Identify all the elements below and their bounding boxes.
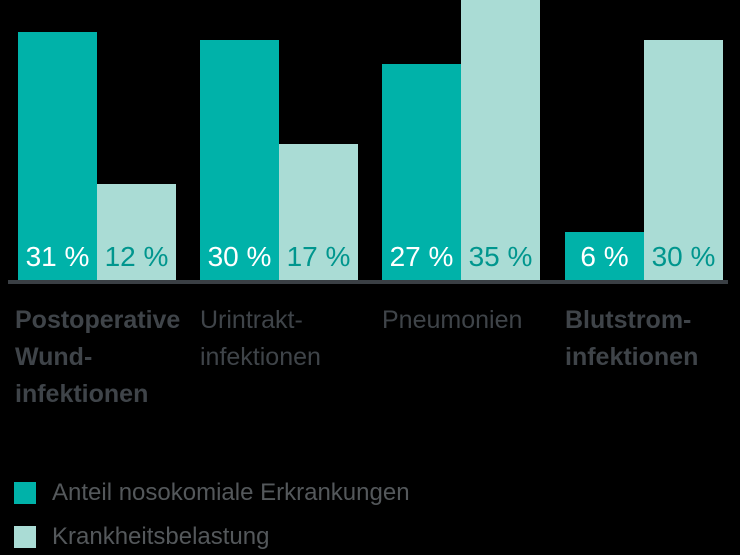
bar-series1-group2: 30 % [200, 40, 279, 280]
legend-swatch-dark-teal [14, 482, 36, 504]
bar-group-1: 31 % 12 % [18, 32, 176, 280]
category-label-1: Postoperative Wund- infektionen [15, 306, 181, 408]
x-axis-line [8, 280, 728, 284]
legend-item-krankheitsbelastung: Krankheitsbelastung [14, 525, 269, 549]
bar-series1-group3: 27 % [382, 64, 461, 280]
category-label-2: Urintrakt- infektionen [200, 306, 321, 371]
legend-swatch-light-teal [14, 526, 36, 548]
bar-series2-group1: 12 % [97, 184, 176, 280]
bar-value-label: 27 % [389, 241, 454, 272]
bar-series1-group1: 31 % [18, 32, 97, 280]
bar-series2-group4: 30 % [644, 40, 723, 280]
bar-series2-group2: 17 % [279, 144, 358, 280]
legend-label: Anteil nosokomiale Erkrankungen [52, 479, 410, 506]
bar-value-label: 31 % [25, 241, 90, 272]
bar-group-4: 6 % 30 % [565, 40, 723, 280]
category-label-4: Blutstrom- infektionen [565, 306, 699, 371]
bar-series2-group3: 35 % [461, 0, 540, 280]
category-label-3: Pneumonien [382, 306, 523, 334]
legend-item-nosokomiale: Anteil nosokomiale Erkrankungen [14, 481, 410, 505]
bar-value-label: 30 % [651, 241, 716, 272]
bar-group-2: 30 % 17 % [200, 40, 358, 280]
bar-series1-group4: 6 % [565, 232, 644, 280]
bar-value-label: 6 % [580, 241, 629, 272]
bar-group-3: 27 % 35 % [382, 0, 540, 280]
bar-value-label: 30 % [207, 241, 272, 272]
bar-value-label: 17 % [286, 241, 351, 272]
plot-area: 31 % 12 % 30 % 17 % 27 % 35 % 6 % 30 % [18, 0, 723, 280]
bar-value-label: 35 % [468, 241, 533, 272]
legend-label: Krankheitsbelastung [52, 523, 270, 550]
bar-value-label: 12 % [104, 241, 169, 272]
